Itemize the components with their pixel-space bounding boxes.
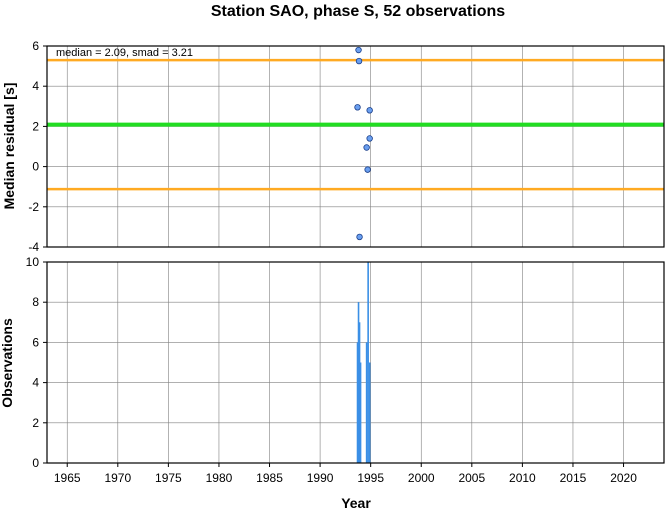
x-tick-label: 2020 xyxy=(610,471,637,485)
x-tick-label: 1970 xyxy=(104,471,131,485)
bottom-y-ticks: 0 2 4 6 8 10 xyxy=(26,255,47,470)
residual-point xyxy=(364,166,371,173)
residual-point xyxy=(355,46,362,54)
top-y-tick-label: 2 xyxy=(32,119,39,133)
top-y-tick-label: 0 xyxy=(32,160,39,174)
observation-bar xyxy=(357,302,360,463)
bottom-panel: 0 2 4 6 8 10 1965 1970 1975 1980 1985 1990 1995 2000… xyxy=(0,255,665,511)
residual-point xyxy=(354,104,361,111)
top-y-axis-label: Median residual [s] xyxy=(1,83,17,210)
x-tick-label: 2015 xyxy=(560,471,587,485)
top-panel: -4 -2 0 2 4 6 median = 2.09, smad = 3.21 Medi… xyxy=(1,39,665,254)
x-tick-label: 2005 xyxy=(458,471,485,485)
bottom-y-tick-label: 0 xyxy=(32,456,39,470)
median-smad-annotation: median = 2.09, smad = 3.21 xyxy=(56,47,193,59)
top-y-ticks: -4 -2 0 2 4 6 xyxy=(28,39,47,254)
top-plot-frame xyxy=(46,45,665,248)
bottom-y-tick-label: 4 xyxy=(32,376,39,390)
top-reference-lines xyxy=(47,58,664,191)
observation-bars xyxy=(356,262,371,463)
residual-point xyxy=(363,144,370,151)
x-tick-label: 1995 xyxy=(357,471,384,485)
x-tick-label: 2010 xyxy=(509,471,536,485)
residual-point xyxy=(366,135,373,142)
top-y-tick-label: -4 xyxy=(28,240,39,254)
observation-bar xyxy=(356,342,359,463)
bottom-y-tick-label: 8 xyxy=(32,295,39,309)
x-tick-label: 1965 xyxy=(54,471,81,485)
bottom-gridlines xyxy=(47,261,664,464)
top-y-tick-label: 4 xyxy=(32,79,39,93)
chart-title: Station SAO, phase S, 52 observations xyxy=(211,3,505,20)
residual-point xyxy=(366,107,373,114)
x-tick-label: 2000 xyxy=(408,471,435,485)
observation-bar xyxy=(367,262,369,463)
x-tick-label: 1985 xyxy=(256,471,283,485)
bottom-y-axis-label: Observations xyxy=(0,318,15,408)
x-axis-ticks: 1965 1970 1975 1980 1985 1990 1995 2000 2005 2010… xyxy=(54,463,637,485)
residual-points xyxy=(354,46,373,241)
x-tick-label: 1980 xyxy=(206,471,233,485)
bottom-y-tick-label: 2 xyxy=(32,416,39,430)
x-tick-label: 1990 xyxy=(307,471,334,485)
x-axis-label: Year xyxy=(341,495,371,511)
x-tick-label: 1975 xyxy=(155,471,182,485)
bottom-plot-frame xyxy=(46,261,665,464)
top-gridlines xyxy=(47,45,664,248)
observation-bar xyxy=(359,362,362,463)
bottom-y-tick-label: 6 xyxy=(32,335,39,349)
top-y-tick-label: 6 xyxy=(32,39,39,53)
observation-bar xyxy=(368,362,371,463)
top-y-tick-label: -2 xyxy=(28,200,39,214)
residual-point xyxy=(355,57,363,65)
residual-point xyxy=(356,233,363,241)
bottom-y-tick-label: 10 xyxy=(26,255,40,269)
observation-bar xyxy=(358,322,361,463)
observation-bar xyxy=(365,342,368,463)
